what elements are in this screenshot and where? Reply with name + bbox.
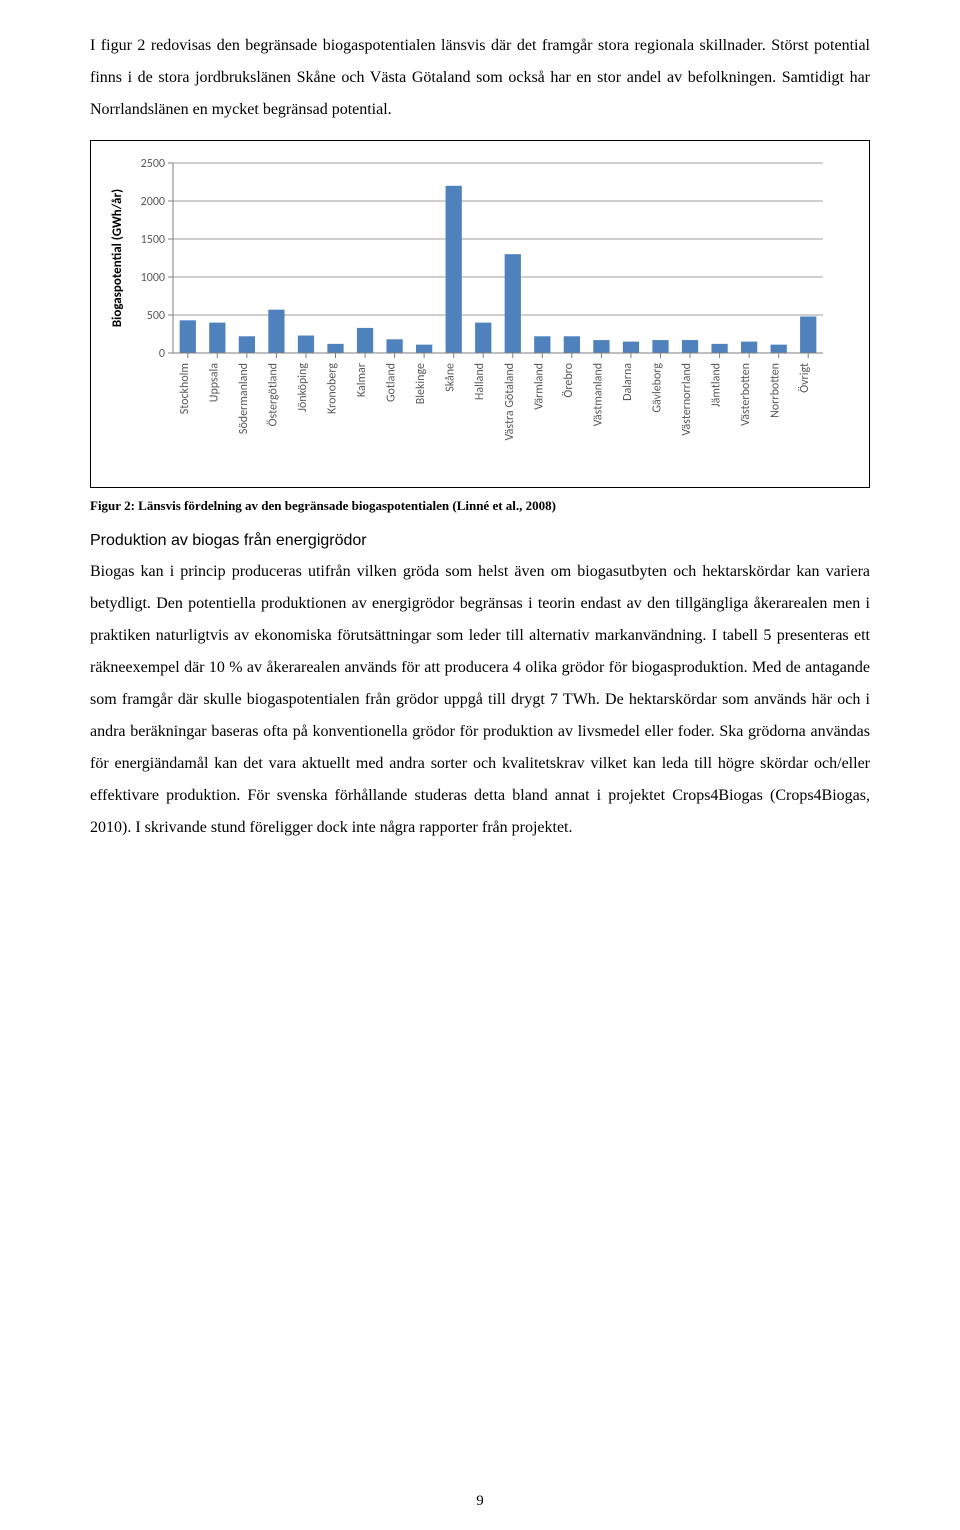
x-category-label: Skåne	[444, 363, 458, 392]
x-category-label: Västerbotten	[739, 363, 753, 426]
x-category-label: Jönköping	[296, 363, 310, 412]
bar	[475, 323, 491, 353]
x-category-label: Övrigt	[797, 363, 812, 393]
x-category-label: Södermanland	[237, 363, 251, 434]
page-number: 9	[0, 1493, 960, 1510]
x-category-label: Östergötland	[265, 363, 280, 426]
y-tick-label: 1500	[141, 233, 165, 247]
x-category-label: Gävleborg	[651, 363, 665, 413]
page: I figur 2 redovisas den begränsade bioga…	[0, 0, 960, 1530]
bar	[771, 345, 787, 353]
x-category-label: Västra Götaland	[503, 363, 517, 441]
bar	[800, 317, 816, 353]
bar	[327, 344, 343, 353]
x-category-label: Uppsala	[207, 363, 221, 402]
x-category-label: Västmanland	[591, 363, 605, 426]
y-axis-title: Biogaspotential (GWh/år)	[110, 189, 125, 327]
x-category-label: Gotland	[385, 363, 399, 402]
y-tick-label: 1000	[141, 271, 165, 285]
y-tick-label: 0	[159, 347, 165, 361]
chart-frame: 0 500 1000 1500 2000 2500 Stockholm Uppsala Söde…	[90, 140, 870, 488]
bar	[239, 336, 255, 353]
x-category-label: Norrbotten	[769, 363, 783, 418]
bar	[446, 186, 462, 353]
bar	[357, 328, 373, 353]
x-category-label: Blekinge	[414, 363, 428, 404]
main-paragraph: Biogas kan i princip produceras utifrån …	[90, 556, 870, 844]
bar	[416, 345, 432, 353]
x-category-label: Kalmar	[355, 363, 369, 397]
x-category-label: Stockholm	[178, 363, 192, 414]
x-category-label: Dalarna	[621, 363, 635, 401]
y-tick-label: 2000	[141, 195, 165, 209]
figure-caption: Figur 2: Länsvis fördelning av den begrä…	[90, 498, 870, 514]
bar	[593, 340, 609, 353]
intro-paragraph: I figur 2 redovisas den begränsade bioga…	[90, 30, 870, 126]
bar	[652, 340, 668, 353]
bar	[386, 339, 402, 353]
y-tick-label: 500	[147, 309, 165, 323]
bar	[623, 342, 639, 353]
bar	[209, 323, 225, 353]
bar	[505, 254, 521, 353]
bar	[682, 340, 698, 353]
bar	[180, 320, 196, 353]
x-category-label: Värmland	[532, 363, 546, 410]
biogas-chart: 0 500 1000 1500 2000 2500 Stockholm Uppsala Söde…	[103, 153, 833, 483]
x-category-label: Jämtland	[710, 363, 724, 407]
x-category-label: Västernorrland	[680, 363, 694, 436]
bar	[298, 336, 314, 353]
y-tick-label: 2500	[141, 157, 165, 171]
x-category-label: Kronoberg	[326, 363, 340, 414]
bar	[534, 336, 550, 353]
bar	[711, 344, 727, 353]
bar	[741, 342, 757, 353]
bar	[268, 310, 284, 353]
x-category-label: Halland	[473, 363, 487, 400]
bar	[564, 336, 580, 353]
x-category-label: Örebro	[561, 363, 576, 398]
section-subheading: Produktion av biogas från energigrödor	[90, 532, 870, 550]
